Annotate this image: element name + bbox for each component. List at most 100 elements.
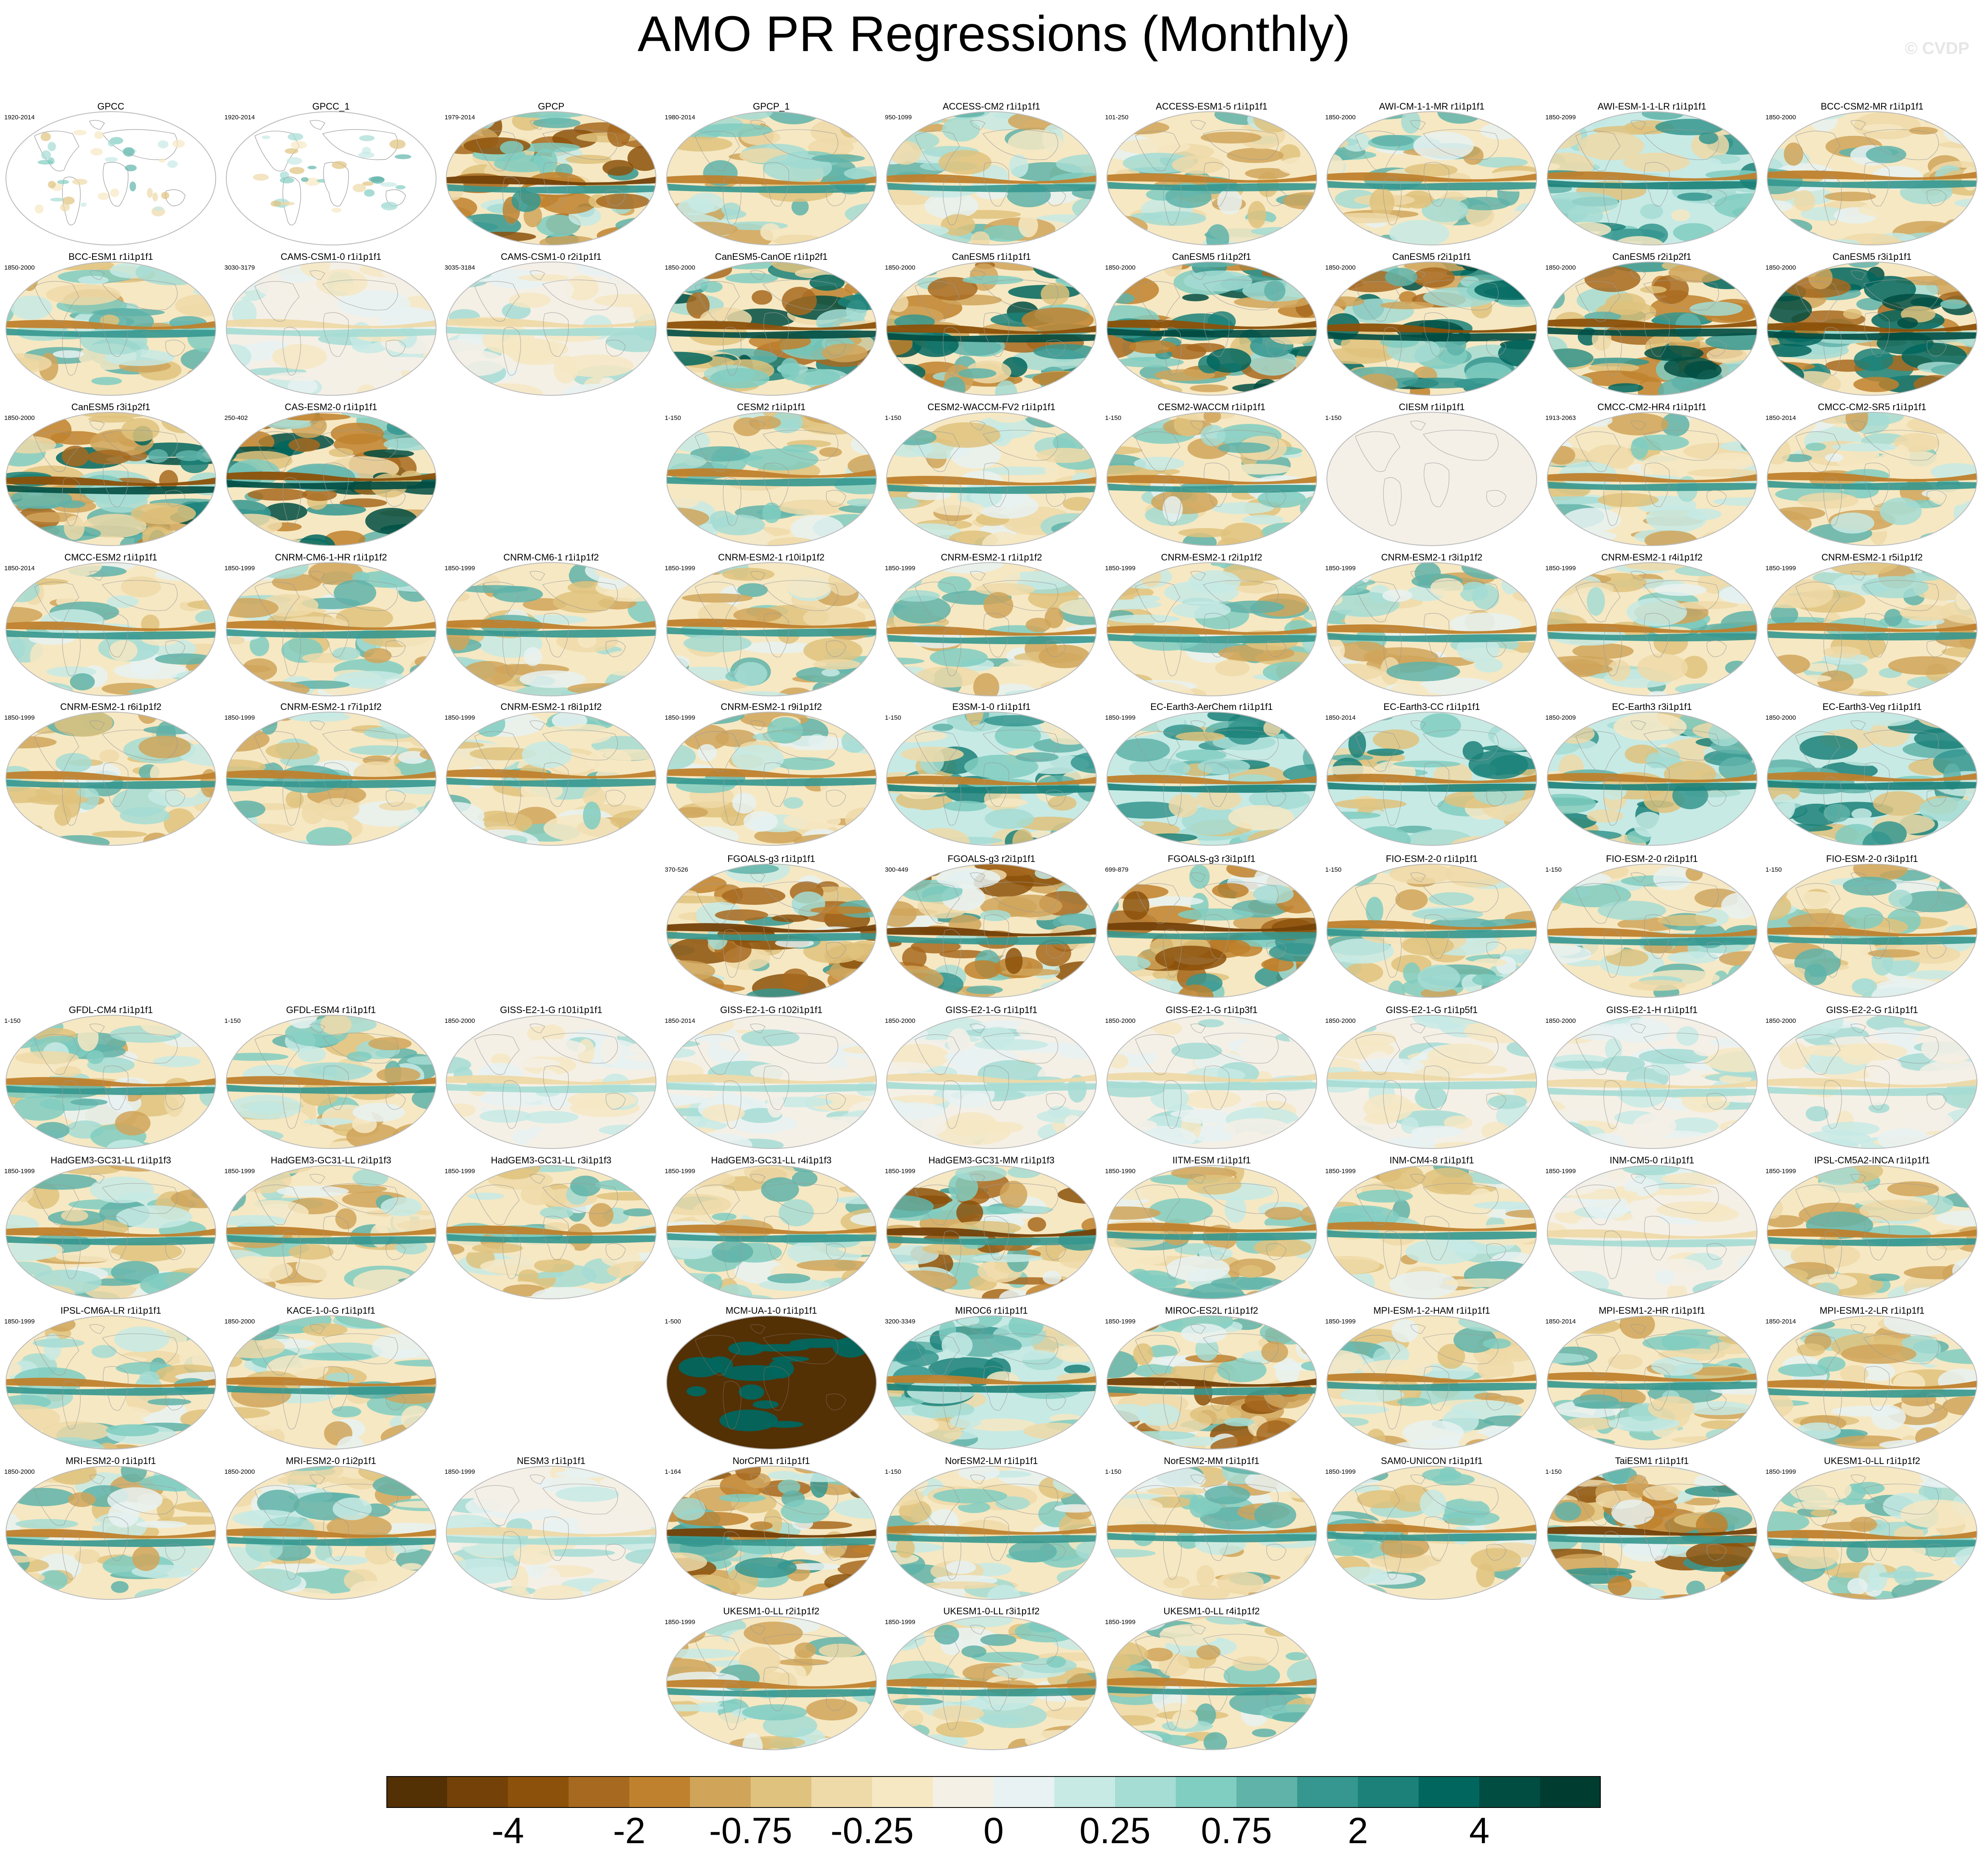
panel-years: 1850-1999 xyxy=(224,1168,255,1175)
panel-years: 1980-2014 xyxy=(665,114,696,121)
panel-title: CAMS-CSM1-0 r1i1p1f1 xyxy=(280,251,382,262)
colorbar xyxy=(386,1776,1601,1808)
panel-title: MIROC6 r1i1p1f1 xyxy=(955,1305,1028,1316)
map-panel: HadGEM3-GC31-LL r1i1p1f3 1850-1999 xyxy=(3,1155,219,1306)
map-panel: GISS-E2-1-H r1i1p1f1 1850-2000 xyxy=(1544,1005,1760,1155)
regression-map xyxy=(1546,111,1757,245)
regression-map xyxy=(446,712,656,846)
regression-map xyxy=(666,111,877,245)
map-panel: GISS-E2-1-G r1i1p5f1 1850-2000 xyxy=(1323,1005,1540,1155)
colorbar-tick-label: -2 xyxy=(613,1810,646,1851)
panel-years: 1-150 xyxy=(665,414,681,422)
panel-title: CNRM-ESM2-1 r2i1p1f2 xyxy=(1161,552,1262,563)
panel-years: 1850-2014 xyxy=(1766,414,1796,422)
regression-map xyxy=(1767,1315,1977,1450)
colorbar-swatch xyxy=(872,1776,933,1808)
map-panel: NorCPM1 r1i1p1f1 1-164 xyxy=(663,1456,880,1606)
panel-title: EC-Earth3-CC r1i1p1f1 xyxy=(1383,701,1480,712)
panel-title: MIROC-ES2L r1i1p1f2 xyxy=(1165,1305,1259,1316)
panel-title: CAS-ESM2-0 r1i1p1f1 xyxy=(284,402,377,412)
panel-years: 1850-1999 xyxy=(1766,565,1796,572)
panel-title: FGOALS-g3 r2i1p1f1 xyxy=(947,853,1036,864)
panel-title: SAM0-UNICON r1i1p1f1 xyxy=(1381,1456,1483,1466)
panel-title: HadGEM3-GC31-LL r4i1p1f3 xyxy=(711,1155,832,1166)
colorbar-swatch xyxy=(1419,1776,1480,1808)
map-panel: GPCC_1 1920-2014 xyxy=(223,101,439,252)
regression-map xyxy=(6,712,216,846)
panel-title: MCM-UA-1-0 r1i1p1f1 xyxy=(725,1305,817,1316)
regression-map xyxy=(1106,262,1317,396)
panel-title: UKESM1-0-LL r1i1p1f2 xyxy=(1824,1456,1920,1466)
panel-title: ACCESS-CM2 r1i1p1f1 xyxy=(943,101,1040,112)
regression-map xyxy=(446,1165,656,1299)
regression-map xyxy=(666,1616,877,1750)
panel-years: 1850-2000 xyxy=(1325,1017,1356,1025)
regression-map xyxy=(1767,1015,1977,1149)
regression-map xyxy=(6,1165,216,1299)
panel-years: 1850-2000 xyxy=(224,1468,255,1475)
regression-map xyxy=(1546,1165,1757,1299)
panel-title: MPI-ESM1-2-LR r1i1p1f1 xyxy=(1819,1305,1925,1316)
colorbar-swatch xyxy=(1176,1776,1237,1808)
regression-map xyxy=(446,1015,656,1149)
map-panel: CNRM-ESM2-1 r8i1p1f2 1850-1999 xyxy=(443,701,659,852)
panel-title: CIESM r1i1p1f1 xyxy=(1399,402,1465,412)
regression-map xyxy=(1106,1466,1317,1600)
regression-map xyxy=(6,111,216,245)
map-panel: GPCP_1 1980-2014 xyxy=(663,101,880,252)
panel-title: INM-CM5-0 r1i1p1f1 xyxy=(1609,1155,1695,1166)
panel-title: CESM2-WACCM r1i1p1f1 xyxy=(1157,402,1266,412)
colorbar-swatch xyxy=(508,1776,569,1808)
panel-title: FGOALS-g3 r1i1p1f1 xyxy=(727,853,815,864)
panel-years: 1-150 xyxy=(1545,866,1562,873)
regression-map xyxy=(446,1466,656,1600)
panel-title: CNRM-ESM2-1 r9i1p1f2 xyxy=(721,701,822,712)
colorbar-swatch xyxy=(811,1776,873,1808)
panel-years: 1913-2063 xyxy=(1545,414,1576,422)
map-panel: MIROC-ES2L r1i1p1f2 1850-1999 xyxy=(1104,1305,1320,1456)
regression-map xyxy=(6,1315,216,1450)
regression-map xyxy=(1546,412,1757,546)
panel-years: 1850-1999 xyxy=(1325,1468,1356,1475)
panel-title: IPSL-CM5A2-INCA r1i1p1f1 xyxy=(1814,1155,1930,1166)
colorbar-swatch xyxy=(1236,1776,1298,1808)
regression-map xyxy=(446,562,656,696)
map-panel: CanESM5 r2i1p1f1 1850-2000 xyxy=(1323,251,1540,402)
regression-map xyxy=(1326,412,1537,546)
regression-map xyxy=(1326,1466,1537,1600)
panel-years: 1850-1999 xyxy=(224,565,255,572)
panel-title: GPCP xyxy=(538,101,565,112)
panel-years: 1850-1999 xyxy=(665,1619,696,1626)
regression-map xyxy=(225,562,436,696)
panel-title: NorESM2-MM r1i1p1f1 xyxy=(1164,1456,1259,1466)
panel-title: NorESM2-LM r1i1p1f1 xyxy=(945,1456,1038,1466)
regression-map xyxy=(666,262,877,396)
map-panel: AWI-CM-1-1-MR r1i1p1f1 1850-2000 xyxy=(1323,101,1540,252)
regression-map xyxy=(1767,864,1977,998)
regression-map xyxy=(1326,1315,1537,1450)
panel-years: 3030-3179 xyxy=(224,264,255,271)
panel-title: FIO-ESM-2-0 r1i1p1f1 xyxy=(1385,853,1478,864)
panel-title: CNRM-CM6-1-HR r1i1p1f2 xyxy=(275,552,387,563)
panel-years: 1-150 xyxy=(4,1017,21,1025)
panel-years: 1850-1999 xyxy=(1105,1619,1136,1626)
map-panel: MPI-ESM1-2-LR r1i1p1f1 1850-2014 xyxy=(1764,1305,1980,1456)
regression-map xyxy=(1546,1466,1757,1600)
regression-map xyxy=(666,412,877,546)
regression-map xyxy=(666,712,877,846)
colorbar-tick-label: 0.75 xyxy=(1201,1810,1272,1851)
regression-map xyxy=(1767,1165,1977,1299)
panel-years: 101-250 xyxy=(1105,114,1129,121)
panel-years: 1850-2000 xyxy=(1545,1017,1576,1025)
map-panel: MCM-UA-1-0 r1i1p1f1 1-500 xyxy=(663,1305,880,1456)
regression-map xyxy=(225,1165,436,1299)
colorbar-tick-label: -0.75 xyxy=(709,1810,793,1851)
panel-title: EC-Earth3 r3i1p1f1 xyxy=(1612,701,1692,712)
panel-title: CMCC-CM2-HR4 r1i1p1f1 xyxy=(1597,402,1706,412)
panel-title: CanESM5-CanOE r1i1p2f1 xyxy=(715,251,828,262)
map-panel: GISS-E2-1-G r101i1p1f1 1850-2000 xyxy=(443,1005,659,1155)
panel-title: FGOALS-g3 r3i1p1f1 xyxy=(1168,853,1256,864)
regression-map xyxy=(225,111,436,245)
map-panel: UKESM1-0-LL r4i1p1f2 1850-1999 xyxy=(1104,1606,1320,1757)
map-panel: MRI-ESM2-0 r1i1p1f1 1850-2000 xyxy=(3,1456,219,1606)
